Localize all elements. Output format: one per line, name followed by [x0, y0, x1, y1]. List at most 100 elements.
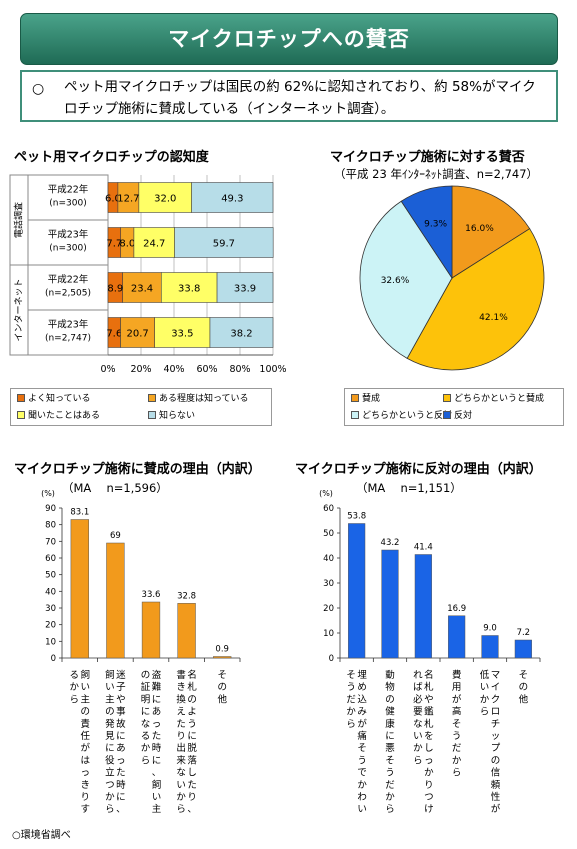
data-label: 43.2 [381, 538, 400, 548]
category-label: 盗難にあった時に、飼い主の証明になるから [141, 669, 162, 815]
category-label: 埋め込みが痛そうでかわいそうだから [346, 670, 367, 815]
bar [177, 603, 196, 659]
category-label: 迷子や事故にあった時に、飼い主の発見に役立つから [105, 669, 126, 815]
legend-item-somewhat-agree: どちらかというと賛成 [443, 394, 544, 404]
oppose-chart-subtitle: （MA n=1,151） [356, 481, 462, 495]
bar [514, 639, 532, 659]
x-tick-label: 60% [196, 364, 217, 375]
bar-segment [154, 317, 211, 348]
data-label: 41.4 [414, 543, 433, 553]
legend-item-somewhat-aware: ある程度は知っている [148, 394, 249, 404]
summary-box: ○ ペット用マイクロチップは国民の約 62%に認知されており、約 58%がマイク… [20, 70, 558, 122]
oppose-y-unit: (%) [319, 489, 333, 498]
category-label: 動物の健康に悪そうだから [385, 670, 395, 815]
y-tick-label: 80 [45, 521, 56, 531]
legend-item-somewhat-oppose: どちらかというと反対 [351, 411, 452, 421]
y-tick-label: 90 [45, 504, 56, 514]
category-label: 平成23年 [48, 319, 89, 331]
category-label: 平成22年 [48, 184, 89, 196]
pie-value-label: 9.3% [424, 219, 447, 229]
sample-size-label: (n=2,747) [45, 334, 91, 344]
y-tick-label: 30 [323, 579, 334, 589]
x-tick-label: 80% [229, 364, 250, 375]
legend-label: 反対 [454, 411, 473, 421]
x-tick-label: 100% [259, 364, 286, 375]
sample-size-label: (n=300) [49, 199, 86, 209]
y-tick-label: 20 [45, 621, 56, 631]
sample-size-label: (n=300) [49, 244, 86, 254]
legend-item-unaware: 知らない [148, 411, 195, 421]
pie-slice [406, 228, 545, 371]
bar [348, 523, 366, 659]
data-label: 83.1 [70, 508, 89, 518]
legend-item-agree: 賛成 [351, 394, 380, 404]
pie-slice [400, 185, 453, 280]
category-label: 名札のように脱落したり、書き換えたり出来ないから [176, 669, 197, 815]
category-label: 平成23年 [48, 229, 89, 241]
legend-label: どちらかというと賛成 [454, 394, 545, 404]
legend-swatch [351, 394, 359, 402]
data-label: 33.9 [234, 284, 256, 295]
y-tick-label: 10 [45, 637, 56, 647]
bar [141, 601, 161, 659]
data-label: 23.4 [131, 284, 153, 295]
pie-value-label: 42.1% [479, 313, 508, 323]
y-tick-label: 30 [45, 604, 56, 614]
x-tick-label: 20% [130, 364, 151, 375]
legend-label: 賛成 [362, 394, 381, 404]
bar-segment [160, 272, 218, 303]
data-label: 24.7 [143, 239, 165, 250]
legend-label: 知らない [159, 411, 196, 421]
y-tick-label: 40 [45, 587, 56, 597]
legend-swatch [443, 411, 451, 419]
legend-label: どちらかというと反対 [362, 411, 453, 421]
data-label: 49.3 [221, 194, 243, 205]
bar-segment [133, 227, 175, 258]
legend-label: ある程度は知っている [159, 394, 249, 404]
data-label: 0.9 [215, 645, 229, 655]
y-tick-label: 60 [323, 504, 334, 514]
bar [448, 615, 466, 659]
legend-swatch [17, 394, 25, 402]
oppose-chart-title: マイクロチップ施術に反対の理由（内訳） [295, 462, 542, 477]
pie-value-label: 16.0% [465, 224, 494, 234]
y-tick-label: 50 [45, 571, 56, 581]
summary-bullet: ○ [32, 81, 45, 97]
category-label: その他 [217, 670, 227, 705]
legend-item-heard: 聞いたことはある [17, 411, 100, 421]
category-label: マイクロチップの信頼性が低いから [480, 669, 501, 815]
group-label: インターネット [14, 278, 25, 341]
y-tick-label: 50 [323, 529, 334, 539]
data-label: 7.6 [106, 329, 122, 340]
category-label: 費用が高そうだから [452, 669, 462, 779]
data-label: 8.0 [119, 239, 135, 250]
page-title: マイクロチップへの賛否 [20, 13, 558, 65]
data-label: 32.0 [154, 194, 176, 205]
support-chart-title: マイクロチップ施術に賛成の理由（内訳） [14, 462, 261, 477]
bar [213, 656, 232, 659]
legend-label: 聞いたことはある [28, 411, 101, 421]
support-y-unit: (%) [41, 489, 55, 498]
bar-segment [138, 182, 192, 213]
source-note: ○環境省調べ [12, 830, 71, 841]
bar [414, 554, 432, 659]
y-tick-label: 0 [51, 654, 56, 664]
data-label: 12.7 [117, 194, 139, 205]
summary-text: ペット用マイクロチップは国民の約 62%に認知されており、約 58%がマイクロチ… [64, 79, 536, 117]
bar-segment [122, 272, 162, 303]
legend-swatch [148, 411, 156, 419]
legend-swatch [148, 394, 156, 402]
y-tick-label: 70 [45, 537, 56, 547]
y-tick-label: 60 [45, 554, 56, 564]
data-label: 33.6 [142, 590, 161, 600]
data-label: 9.0 [483, 624, 497, 634]
bar-segment [174, 227, 274, 258]
bar-segment [209, 317, 274, 348]
pie-chart-subtitle: （平成 23 年ｲﾝﾀｰﾈｯﾄ調査、n=2,747） [334, 167, 539, 181]
pie-legend: 賛成 どちらかというと賛成 どちらかというと反対 反対 [344, 388, 564, 426]
data-label: 33.5 [171, 329, 193, 340]
data-label: 33.8 [178, 284, 200, 295]
bar [70, 519, 89, 659]
data-label: 32.8 [177, 591, 196, 601]
x-tick-label: 0% [100, 364, 115, 375]
